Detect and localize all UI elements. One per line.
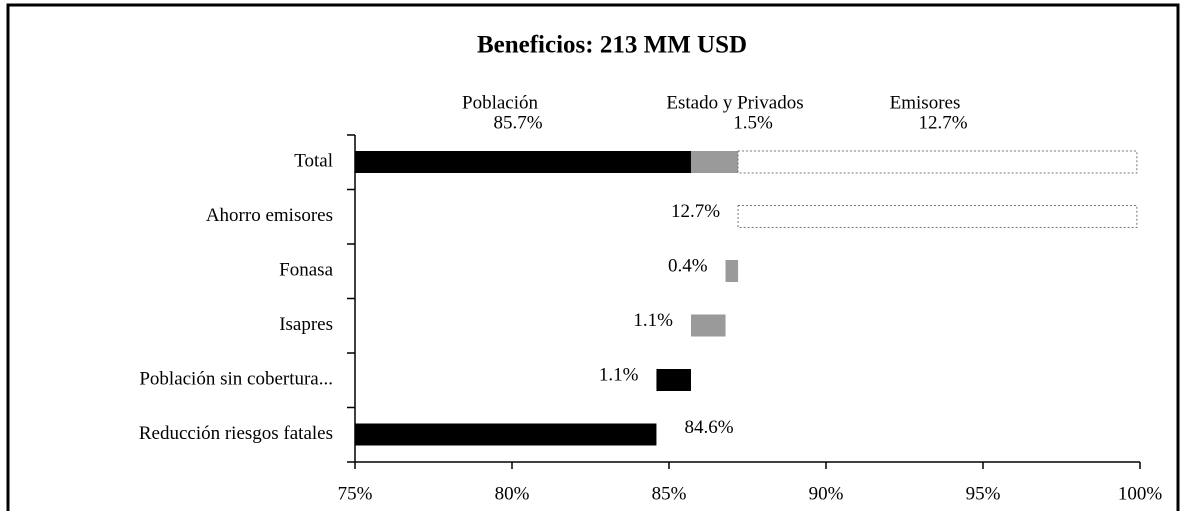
category-label: Total: [294, 150, 333, 171]
x-tick-label: 90%: [809, 483, 844, 504]
x-tick-label: 75%: [338, 483, 373, 504]
value-label: 84.6%: [684, 417, 733, 438]
bar: [690, 314, 726, 337]
chart-title: Beneficios: 213 MM USD: [477, 32, 747, 59]
total-value-label: 85.7%: [493, 112, 542, 133]
category-label: Reducción riesgos fatales: [139, 423, 333, 444]
x-tick-label: 100%: [1118, 483, 1163, 504]
total-value-label: 12.7%: [918, 112, 967, 133]
total-segment: [355, 151, 691, 173]
frame: [6, 3, 1180, 511]
category-label: Fonasa: [279, 259, 333, 280]
value-label: 1.1%: [599, 364, 639, 385]
x-tick-label: 85%: [652, 483, 687, 504]
bar: [355, 423, 657, 446]
legend-label: Población: [462, 92, 538, 113]
category-label: Ahorro emisores: [206, 205, 333, 226]
category-label: Isapres: [279, 314, 333, 335]
category-label: Población sin cobertura...: [139, 368, 333, 389]
total-segment: [737, 150, 1138, 174]
value-label: 0.4%: [668, 255, 708, 276]
x-tick-label: 80%: [495, 483, 530, 504]
bar: [656, 369, 691, 391]
value-label: 12.7%: [671, 201, 720, 222]
x-tick-label: 95%: [966, 483, 1001, 504]
legend-label: Estado y Privados: [666, 92, 803, 113]
legend-label: Emisores: [890, 92, 961, 113]
total-value-label: 1.5%: [733, 112, 773, 133]
bar: [725, 260, 739, 282]
bar: [737, 205, 1138, 228]
value-label: 1.1%: [633, 310, 673, 331]
total-segment: [690, 151, 739, 173]
